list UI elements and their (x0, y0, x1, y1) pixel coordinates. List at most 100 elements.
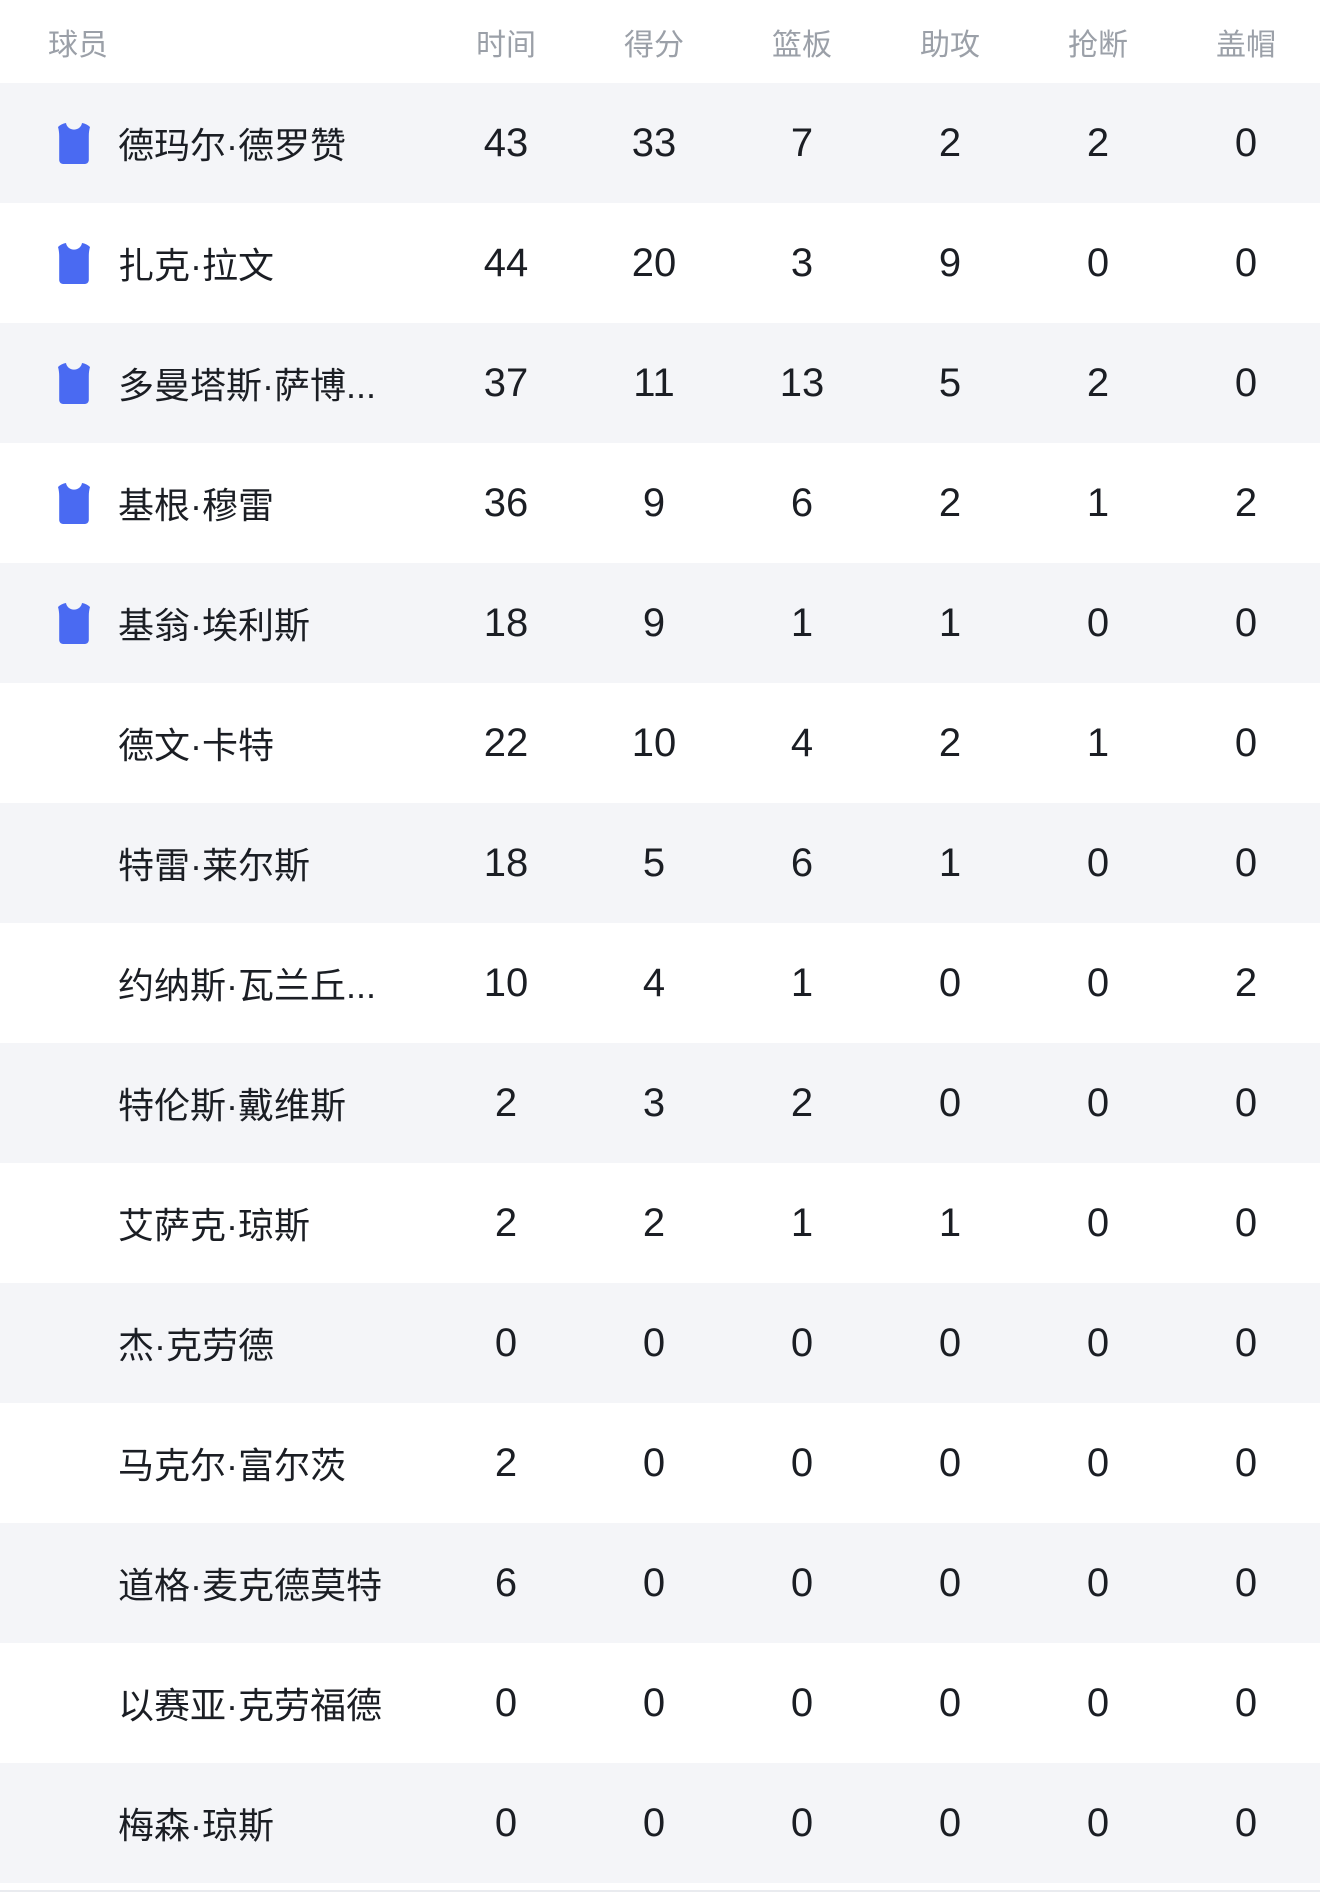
stat-cell: 1 (790, 600, 814, 645)
player-name: 特伦斯·戴维斯 (118, 1085, 346, 1126)
stat-cell: 0 (1234, 720, 1258, 765)
stat-cell: 43 (483, 120, 529, 165)
stat-cell: 9 (642, 600, 666, 645)
stat-cell: 10 (631, 720, 677, 765)
stat-cell: 13 (779, 360, 825, 405)
stat-cell: 2 (494, 1200, 518, 1245)
stat-cell: 0 (938, 1560, 962, 1605)
stat-cell: 2 (938, 480, 962, 525)
stat-cell: 0 (494, 1320, 518, 1365)
stat-cell: 0 (1086, 240, 1110, 285)
stat-cell: 0 (1086, 840, 1110, 885)
stat-cell: 0 (642, 1320, 666, 1365)
stat-cell: 9 (938, 240, 962, 285)
stat-cell: 0 (1086, 600, 1110, 645)
player-row[interactable]: 德玛尔·德罗赞 43 33 7 2 2 0 (0, 83, 1320, 203)
column-header-minutes: 时间 (476, 28, 536, 62)
player-row[interactable]: 道格·麦克德莫特 6 0 0 0 0 0 (0, 1523, 1320, 1643)
stat-cell: 0 (1234, 1680, 1258, 1725)
stat-cell: 0 (1086, 1800, 1110, 1845)
stat-cell: 2 (642, 1200, 666, 1245)
stat-cell: 0 (1234, 1080, 1258, 1125)
player-row[interactable]: 德文·卡特 22 10 4 2 1 0 (0, 683, 1320, 803)
stat-cell: 33 (631, 120, 677, 165)
player-row[interactable]: 马克尔·富尔茨 2 0 0 0 0 0 (0, 1403, 1320, 1523)
stat-cell: 0 (1234, 1320, 1258, 1365)
stat-cell: 1 (938, 1200, 962, 1245)
stat-cell: 1 (790, 960, 814, 1005)
stat-cell: 3 (642, 1080, 666, 1125)
stat-cell: 0 (1086, 960, 1110, 1005)
player-row[interactable]: 特伦斯·戴维斯 2 3 2 0 0 0 (0, 1043, 1320, 1163)
stat-cell: 0 (938, 1320, 962, 1365)
stat-cell: 7 (790, 120, 814, 165)
stat-cell: 2 (494, 1440, 518, 1485)
stat-cell: 22 (483, 720, 529, 765)
player-name: 道格·麦克德莫特 (118, 1565, 382, 1606)
stat-cell: 0 (642, 1560, 666, 1605)
player-row[interactable]: 基根·穆雷 36 9 6 2 1 2 (0, 443, 1320, 563)
stat-cell: 18 (483, 600, 529, 645)
stat-cell: 0 (642, 1680, 666, 1725)
stat-cell: 1 (790, 1200, 814, 1245)
next-section-edge (0, 1890, 1320, 1900)
stat-cell: 0 (642, 1440, 666, 1485)
jersey-icon (58, 483, 90, 524)
stat-cell: 0 (938, 1800, 962, 1845)
stat-cell: 0 (938, 960, 962, 1005)
stat-cell: 4 (790, 720, 814, 765)
stat-cell: 3 (790, 240, 814, 285)
player-row[interactable]: 多曼塔斯·萨博... 37 11 13 5 2 0 (0, 323, 1320, 443)
stat-cell: 44 (483, 240, 529, 285)
player-row[interactable]: 基翁·埃利斯 18 9 1 1 0 0 (0, 563, 1320, 683)
player-row[interactable]: 特雷·莱尔斯 18 5 6 1 0 0 (0, 803, 1320, 923)
stat-cell: 0 (938, 1080, 962, 1125)
stat-cell: 6 (494, 1560, 518, 1605)
player-name: 杰·克劳德 (118, 1325, 274, 1366)
jersey-icon (58, 123, 90, 164)
stat-cell: 18 (483, 840, 529, 885)
player-row[interactable]: 杰·克劳德 0 0 0 0 0 0 (0, 1283, 1320, 1403)
stat-cell: 1 (1086, 720, 1110, 765)
stat-cell: 2 (790, 1080, 814, 1125)
stat-cell: 0 (1234, 840, 1258, 885)
stat-cell: 0 (938, 1440, 962, 1485)
stat-cell: 0 (938, 1680, 962, 1725)
stat-cell: 0 (1086, 1320, 1110, 1365)
stat-cell: 2 (938, 720, 962, 765)
stat-cell: 2 (938, 120, 962, 165)
stat-cell: 0 (790, 1440, 814, 1485)
stat-cell: 5 (938, 360, 962, 405)
player-row[interactable]: 以赛亚·克劳福德 0 0 0 0 0 0 (0, 1643, 1320, 1763)
player-table-body: 德玛尔·德罗赞 43 33 7 2 2 0 扎克·拉文 44 20 3 9 0 … (0, 83, 1320, 1883)
stat-cell: 2 (1086, 120, 1110, 165)
stat-cell: 0 (1234, 600, 1258, 645)
stat-cell: 11 (633, 360, 675, 405)
column-header-blocks: 盖帽 (1216, 28, 1276, 62)
player-name: 艾萨克·琼斯 (118, 1205, 310, 1246)
stat-cell: 0 (1086, 1200, 1110, 1245)
stat-cell: 0 (790, 1560, 814, 1605)
player-row[interactable]: 约纳斯·瓦兰丘... 10 4 1 0 0 2 (0, 923, 1320, 1043)
stat-cell: 0 (642, 1800, 666, 1845)
stat-cell: 1 (1086, 480, 1110, 525)
stat-cell: 2 (1234, 960, 1258, 1005)
player-row[interactable]: 梅森·琼斯 0 0 0 0 0 0 (0, 1763, 1320, 1883)
stat-cell: 37 (483, 360, 529, 405)
player-name: 以赛亚·克劳福德 (118, 1685, 382, 1726)
stat-cell: 0 (1086, 1440, 1110, 1485)
stat-cell: 10 (483, 960, 529, 1005)
player-row[interactable]: 艾萨克·琼斯 2 2 1 1 0 0 (0, 1163, 1320, 1283)
stat-cell: 0 (1234, 1200, 1258, 1245)
player-row[interactable]: 扎克·拉文 44 20 3 9 0 0 (0, 203, 1320, 323)
stat-cell: 1 (938, 840, 962, 885)
section-divider (0, 1890, 1320, 1892)
stat-cell: 0 (790, 1680, 814, 1725)
player-name: 马克尔·富尔茨 (118, 1445, 346, 1486)
stat-cell: 2 (494, 1080, 518, 1125)
table-header: 球员 时间 得分 篮板 助攻 抢断 盖帽 (0, 0, 1320, 83)
player-name: 特雷·莱尔斯 (118, 845, 310, 886)
stat-cell: 1 (938, 600, 962, 645)
stat-cell: 4 (642, 960, 666, 1005)
